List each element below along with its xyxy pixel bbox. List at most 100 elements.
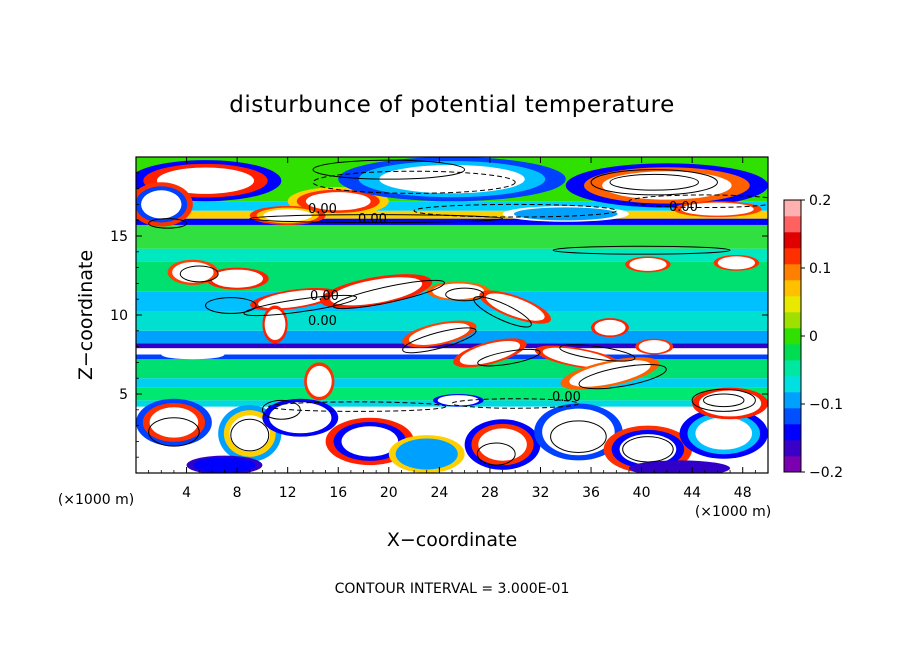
field-feature	[149, 407, 199, 438]
contour-line	[332, 279, 445, 310]
colorbar-segment	[784, 392, 801, 409]
contour-line	[473, 296, 532, 328]
contour-line	[148, 218, 188, 229]
contour-line	[445, 287, 485, 302]
contour-label: 0.00	[358, 212, 387, 227]
colorbar-segment	[784, 264, 801, 281]
field-band	[136, 210, 768, 219]
contour-line	[691, 388, 756, 412]
contour-line	[261, 399, 301, 420]
colorbar-segment	[784, 344, 801, 361]
contour-label: 0.00	[310, 289, 339, 304]
colorbar: 0.2 0.1 0 −0.1 −0.2	[783, 193, 843, 481]
x-unit-label: (×1000 m)	[695, 504, 771, 520]
heatmap-features	[136, 157, 768, 473]
contour-line	[703, 393, 745, 408]
field-feature	[141, 190, 182, 219]
contour-line	[402, 327, 477, 354]
field-band	[136, 343, 768, 349]
colorbar-segment	[784, 440, 801, 457]
field-feature	[569, 360, 651, 387]
contour-line	[476, 442, 516, 466]
y-axis: 5 10 15	[110, 172, 768, 458]
colorbar-segment	[784, 360, 801, 377]
colorbar-segment	[784, 296, 801, 313]
field-feature	[193, 457, 256, 473]
field-feature	[305, 192, 371, 211]
x-tick-label: 16	[329, 485, 347, 501]
field-band	[136, 224, 768, 249]
colorbar-tick-label: −0.2	[809, 465, 843, 481]
contour-line	[559, 344, 636, 362]
contour-line	[609, 173, 699, 191]
x-tick-label: 20	[380, 485, 398, 501]
field-feature	[695, 417, 753, 450]
contour-label: 0.00	[552, 390, 581, 405]
colorbar-segment	[784, 232, 801, 249]
colorbar-segment	[784, 280, 801, 297]
colorbar-segment	[784, 328, 801, 345]
x-tick-label: 24	[430, 485, 448, 501]
x-tick-label: 40	[633, 485, 651, 501]
field-band	[136, 378, 768, 388]
colorbar-tick-label: 0.1	[809, 261, 831, 277]
field-feature	[619, 434, 677, 465]
field-feature	[681, 202, 754, 216]
field-feature	[172, 261, 214, 283]
field-feature	[379, 164, 525, 194]
field-feature	[161, 349, 225, 360]
field-feature	[306, 365, 332, 397]
field-feature	[542, 347, 615, 368]
contour-labels: 0.00 0.00 0.00 0.00 0.00 0.00	[308, 200, 698, 405]
x-tick-label: 48	[734, 485, 752, 501]
field-feature	[698, 390, 762, 417]
field-feature	[264, 308, 286, 341]
colorbar-segment	[784, 424, 801, 441]
x-tick-label: 44	[683, 485, 701, 501]
field-feature	[542, 408, 615, 456]
field-band	[136, 359, 768, 379]
colorbar-tick-label: 0	[809, 329, 818, 345]
field-band	[136, 387, 768, 401]
contour-line	[179, 265, 219, 283]
field-feature	[258, 289, 330, 309]
colorbar-tick-label: −0.1	[809, 397, 843, 413]
field-band	[136, 354, 768, 360]
contour-line	[552, 245, 731, 255]
field-feature	[629, 257, 667, 271]
field-feature	[437, 395, 480, 406]
chart-title: disturbunce of potential temperature	[229, 92, 675, 118]
contour-line	[148, 417, 200, 447]
contour-line	[622, 436, 674, 463]
field-band	[136, 348, 768, 355]
x-tick-label: 12	[279, 485, 297, 501]
colorbar-segment	[784, 248, 801, 265]
field-feature	[269, 402, 332, 434]
colorbar-tick-label: 0.2	[809, 193, 831, 209]
contour-line	[249, 214, 504, 224]
field-feature	[459, 341, 521, 365]
contour-line	[590, 169, 718, 196]
x-tick-label: 8	[233, 485, 242, 501]
field-feature	[229, 415, 270, 452]
x-tick-label: 36	[582, 485, 600, 501]
y-tick-label: 15	[110, 229, 128, 245]
field-feature	[341, 426, 399, 457]
contour-label: 0.00	[308, 314, 337, 329]
colorbar-segment	[784, 216, 801, 233]
contour-line	[268, 401, 447, 412]
field-feature	[717, 256, 756, 270]
field-feature	[628, 460, 731, 473]
contour-line	[628, 194, 768, 209]
colorbar-segment	[784, 312, 801, 329]
contour-line	[230, 418, 270, 452]
colorbar-segment	[784, 376, 801, 393]
x-axis-label: X−coordinate	[387, 529, 517, 551]
x-tick-label: 32	[532, 485, 550, 501]
y-tick-label: 10	[110, 308, 128, 324]
contour-line	[413, 203, 617, 218]
y-axis-label: Z−coordinate	[75, 250, 97, 380]
contour-line	[451, 398, 579, 409]
colorbar-segment	[784, 408, 801, 425]
